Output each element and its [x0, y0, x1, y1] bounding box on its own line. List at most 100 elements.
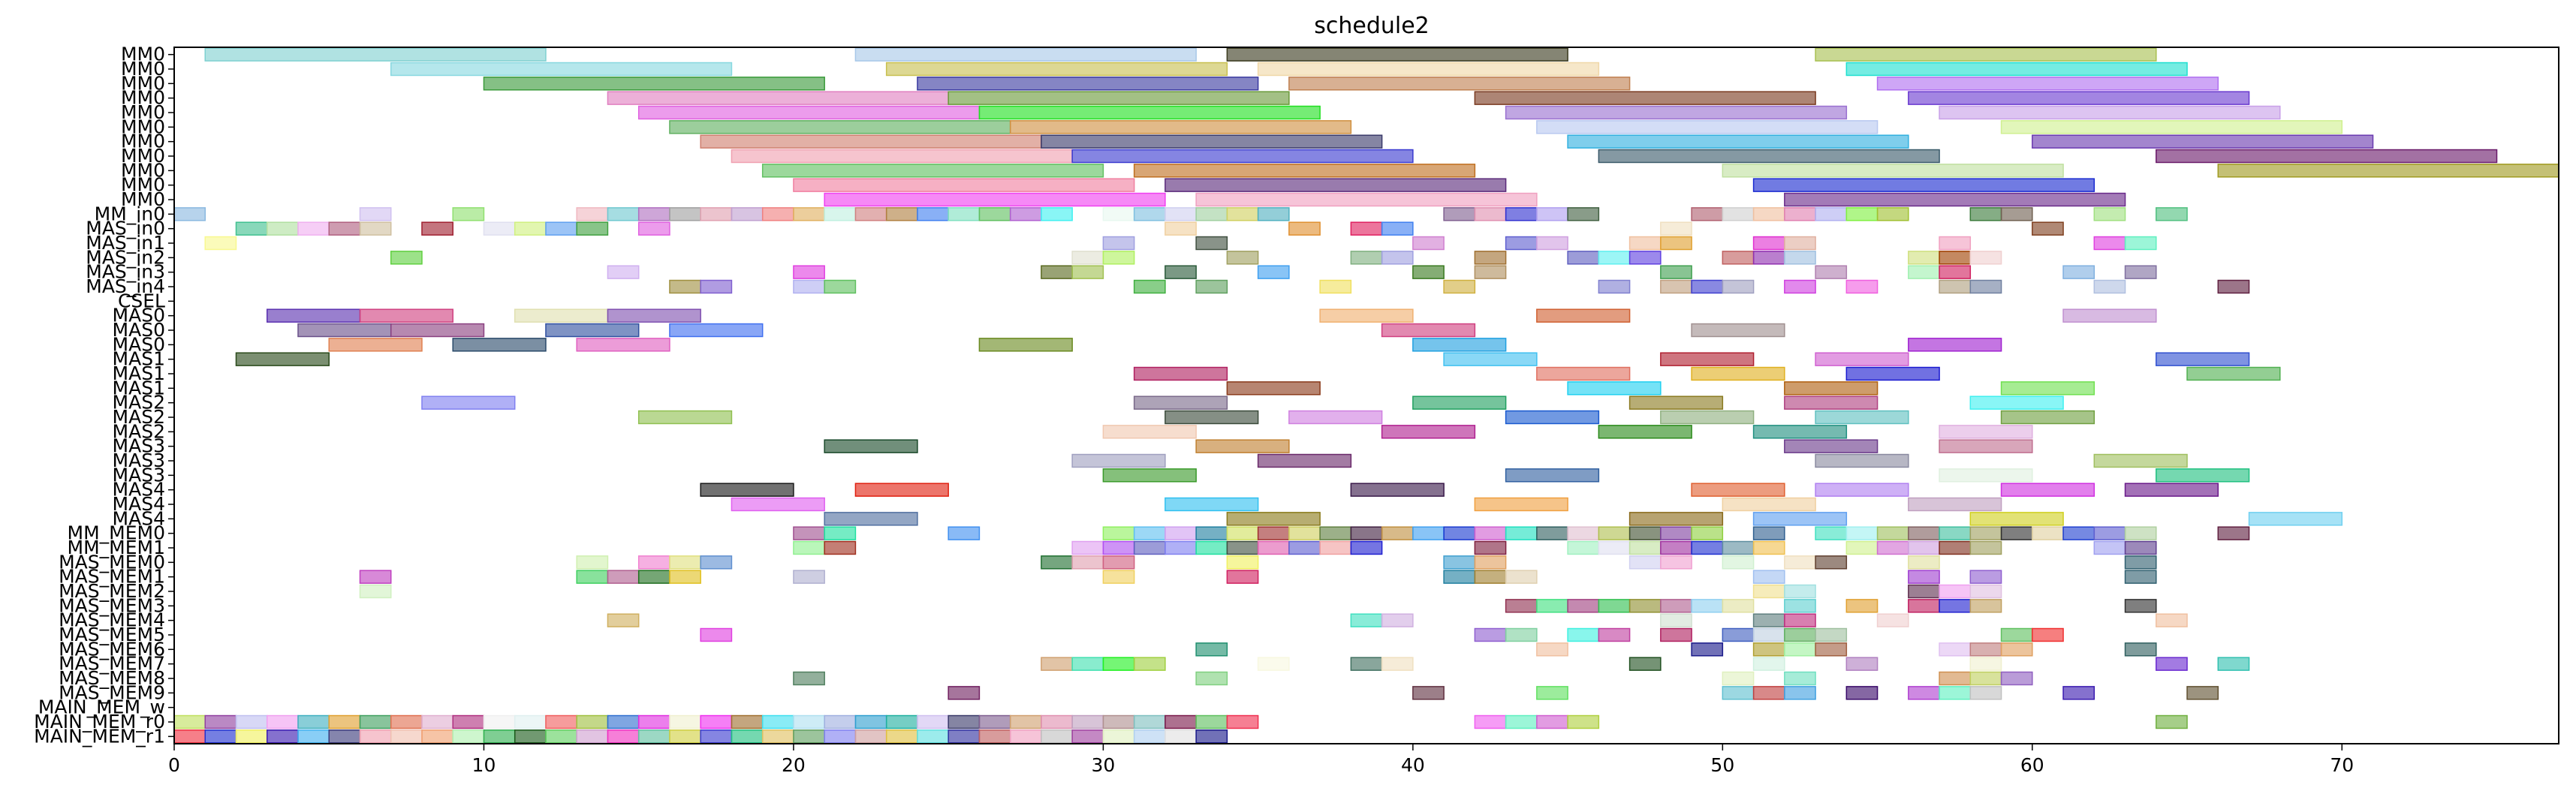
task-bar — [1908, 338, 2002, 352]
task-bar — [1876, 526, 1909, 540]
task-bar — [1939, 265, 1972, 279]
task-bar — [545, 729, 577, 744]
task-bar — [1195, 279, 1228, 294]
task-bar — [1350, 540, 1383, 555]
task-bar — [235, 352, 330, 366]
task-bar — [1691, 279, 1724, 294]
task-bar — [1722, 279, 1755, 294]
y-tick-label: MAS3 — [113, 435, 165, 457]
y-tick-label: MAS_MEM2 — [59, 580, 165, 602]
task-bar — [1505, 468, 1600, 483]
task-bar — [793, 207, 825, 221]
task-bar — [2062, 526, 2095, 540]
task-bar — [637, 221, 670, 236]
task-bar — [1536, 120, 1879, 134]
task-bar — [1908, 251, 1940, 265]
task-bar — [1567, 714, 1600, 729]
task-bar — [1628, 251, 1662, 265]
task-bar — [1009, 120, 1352, 134]
task-bar — [2000, 671, 2033, 686]
task-bar — [421, 221, 453, 236]
task-bar — [1815, 47, 2157, 62]
task-bar — [1815, 526, 1848, 540]
task-bar — [2124, 570, 2157, 584]
y-tick-label: MM0 — [121, 174, 165, 196]
task-bar — [1969, 207, 2002, 221]
task-bar — [1939, 686, 1972, 700]
task-bar — [1350, 251, 1383, 265]
task-bar — [1939, 251, 1972, 265]
task-bar — [452, 338, 547, 352]
task-bar — [1133, 396, 1228, 410]
y-tick-label: CSEL — [118, 290, 165, 311]
task-bar — [1226, 207, 1259, 221]
task-bar — [1722, 686, 1755, 700]
task-bar — [1257, 526, 1290, 540]
task-bar — [978, 207, 1011, 221]
task-bar — [824, 207, 857, 221]
task-bar — [1845, 279, 1879, 294]
task-bar — [1288, 221, 1321, 236]
task-bar — [2093, 279, 2126, 294]
task-bar — [1443, 526, 1476, 540]
task-bar — [885, 714, 918, 729]
task-bar — [514, 221, 547, 236]
task-bar — [2156, 207, 2188, 221]
task-bar — [948, 91, 1290, 105]
task-bar — [1969, 251, 2002, 265]
task-bar — [1815, 642, 1848, 657]
y-tick-label: MAS_in4 — [86, 275, 165, 297]
task-bar — [637, 555, 670, 570]
y-tick-label: MAS1 — [113, 348, 165, 370]
task-bar — [1474, 526, 1507, 540]
task-bar — [1071, 555, 1104, 570]
task-bar — [1815, 453, 1909, 468]
task-bar — [2124, 555, 2157, 570]
task-bar — [1536, 714, 1568, 729]
task-bar — [1939, 540, 1972, 555]
task-bar — [1598, 526, 1631, 540]
task-bar — [2156, 714, 2188, 729]
task-bar — [359, 714, 392, 729]
task-bar — [514, 308, 609, 323]
task-bar — [2000, 410, 2095, 425]
task-bar — [359, 570, 392, 584]
y-tick-label: MAS_in2 — [86, 246, 165, 268]
task-bar — [1164, 265, 1197, 279]
y-tick-label: MAS_MEM0 — [59, 551, 165, 573]
task-bar — [1752, 512, 1848, 526]
x-tick-label: 20 — [782, 754, 806, 776]
task-bar — [1567, 207, 1600, 221]
task-bar — [1660, 265, 1692, 279]
task-bar — [2186, 366, 2281, 381]
task-bar — [2156, 468, 2250, 483]
task-bar — [328, 221, 361, 236]
task-bar — [1784, 627, 1816, 642]
task-bar — [1660, 526, 1692, 540]
task-bar — [1815, 352, 1909, 366]
task-bar — [576, 570, 609, 584]
task-bar — [1628, 236, 1662, 251]
task-bar — [1102, 540, 1135, 555]
task-bar — [421, 729, 453, 744]
task-bar — [1876, 207, 1909, 221]
task-bar — [328, 729, 361, 744]
task-bar — [669, 279, 701, 294]
task-bar — [1722, 555, 1755, 570]
task-bar — [266, 729, 299, 744]
y-tick-label: MAS4 — [113, 493, 165, 515]
task-bar — [483, 714, 516, 729]
task-bar — [1939, 584, 1972, 599]
task-bar — [2217, 279, 2250, 294]
task-bar — [1226, 381, 1321, 396]
task-bar — [1691, 642, 1724, 657]
task-bar — [1474, 497, 1568, 512]
task-bar — [1784, 555, 1816, 570]
task-bar — [1691, 366, 1785, 381]
task-bar — [2062, 308, 2157, 323]
task-bar — [700, 627, 733, 642]
task-bar — [1628, 555, 1662, 570]
task-bar — [793, 279, 825, 294]
task-bar — [1412, 265, 1445, 279]
task-bar — [1536, 308, 1631, 323]
